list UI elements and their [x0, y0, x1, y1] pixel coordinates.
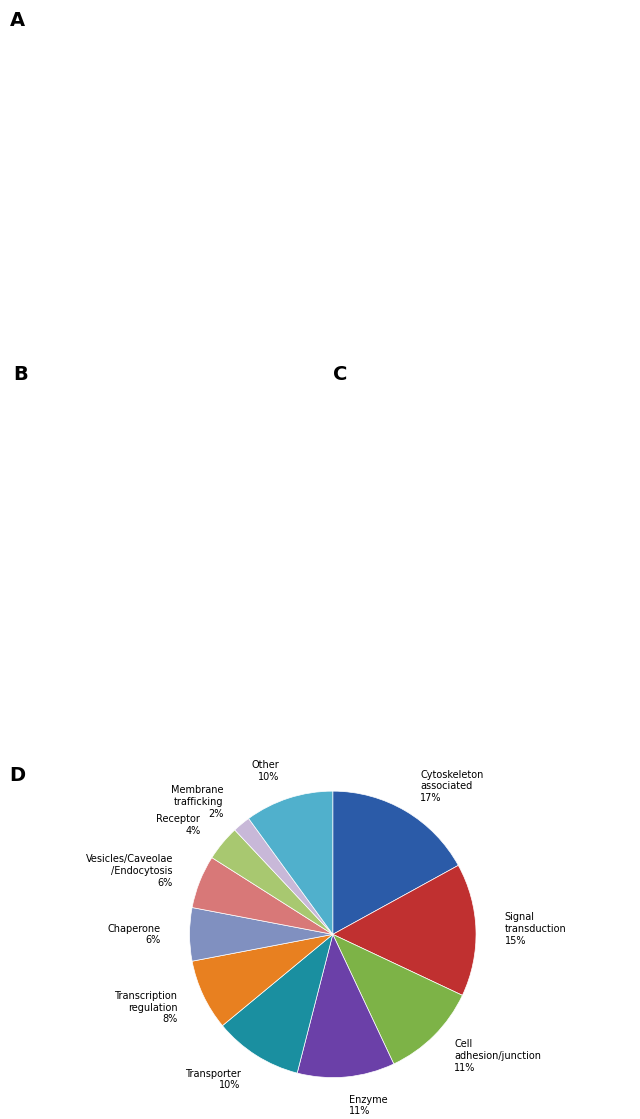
Text: Enzyme
11%: Enzyme 11% [349, 1094, 388, 1117]
Text: Other
10%: Other 10% [252, 760, 280, 782]
Text: A: A [10, 10, 25, 29]
Wedge shape [333, 791, 458, 934]
Wedge shape [223, 934, 333, 1073]
Wedge shape [248, 791, 333, 934]
Wedge shape [333, 865, 476, 995]
Text: Cell
adhesion/junction
11%: Cell adhesion/junction 11% [454, 1040, 541, 1072]
Text: Transporter
10%: Transporter 10% [185, 1069, 241, 1090]
Text: Signal
transduction
15%: Signal transduction 15% [504, 912, 566, 946]
Text: D: D [10, 767, 26, 786]
Text: Chaperone
6%: Chaperone 6% [108, 923, 161, 946]
Text: C: C [333, 365, 347, 384]
Text: Cytoskeleton
associated
17%: Cytoskeleton associated 17% [420, 770, 484, 803]
Text: Vesicles/Caveolae
/Endocytosis
6%: Vesicles/Caveolae /Endocytosis 6% [86, 855, 173, 887]
Wedge shape [189, 908, 333, 961]
Text: Membrane
trafficking
2%: Membrane trafficking 2% [171, 786, 223, 818]
Wedge shape [333, 934, 463, 1064]
Text: Receptor
4%: Receptor 4% [157, 814, 200, 836]
Text: Transcription
regulation
8%: Transcription regulation 8% [115, 991, 177, 1024]
Wedge shape [235, 818, 333, 934]
Wedge shape [192, 857, 333, 934]
Wedge shape [192, 934, 333, 1026]
Wedge shape [212, 830, 333, 934]
Wedge shape [297, 934, 394, 1078]
Text: B: B [13, 365, 28, 384]
